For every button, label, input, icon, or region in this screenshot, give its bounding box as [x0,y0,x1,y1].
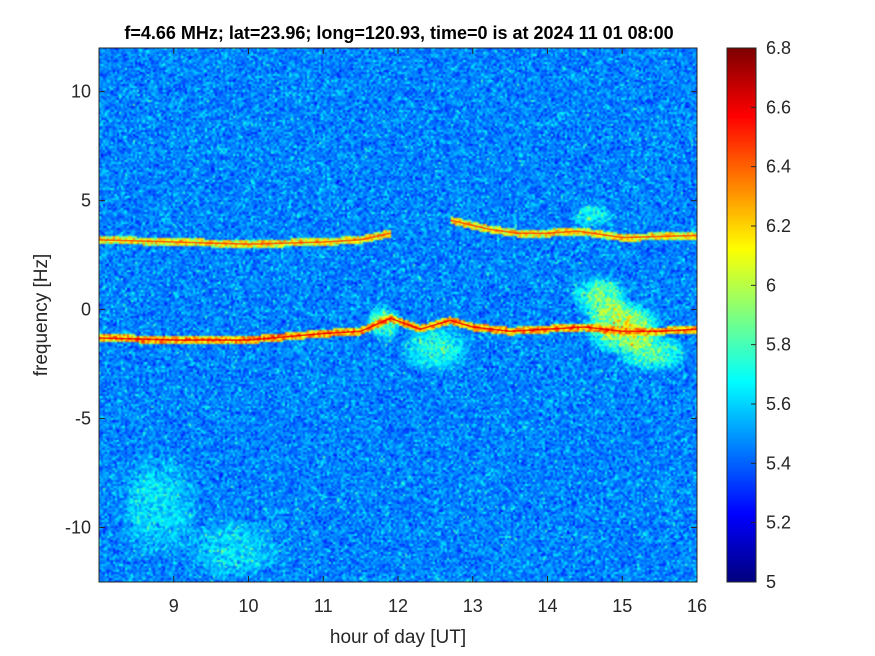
colorbar-tick-label: 6.4 [766,157,791,177]
colorbar: 5 5.2 5.4 5.6 5.8 6 6.2 6.4 6.6 6.8 [726,38,791,592]
colorbar-tick-label: 5.2 [766,513,791,533]
trace-line-2 [99,232,391,246]
x-tick-label: 13 [463,596,483,616]
colorbar-tick-label: 5.6 [766,394,791,414]
x-axis: 9 10 11 12 13 14 15 16 [169,48,707,616]
x-tick-label: 11 [314,596,333,616]
y-axis: -10 -5 0 5 10 [65,82,697,538]
colorbar-tick-label: 6.2 [766,216,791,236]
x-tick-label: 15 [612,596,632,616]
x-tick-label: 12 [388,596,408,616]
colorbar-tick-label: 5 [766,572,776,592]
colorbar-tick-label: 6.6 [766,97,791,117]
y-tick-label: 0 [81,300,91,320]
y-tick-label: -5 [75,409,91,429]
trace-line-1 [99,317,697,341]
x-tick-label: 14 [537,596,557,616]
y-tick-label: 10 [71,82,91,102]
chart-title: f=4.66 MHz; lat=23.96; long=120.93, time… [124,23,673,43]
x-tick-label: 16 [687,596,707,616]
y-tick-label: 5 [81,191,91,211]
colorbar-frame [726,47,757,583]
colorbar-tick-label: 5.8 [766,335,791,355]
colorbar-gradient [727,48,756,582]
plot-area [98,47,698,583]
colorbar-tick-label: 6.8 [766,38,791,58]
colorbar-tick-label: 6 [766,275,776,295]
y-axis-label: frequency [Hz] [31,254,52,377]
x-tick-label: 10 [238,596,258,616]
spectrogram-heatmap [99,48,697,582]
trace-line-3 [450,219,697,239]
y-tick-label: -10 [65,518,91,538]
colorbar-ticks: 5 5.2 5.4 5.6 5.8 6 6.2 6.4 6.6 6.8 [751,38,791,592]
colorbar-tick-label: 5.4 [766,453,791,473]
x-axis-label: hour of day [UT] [330,627,466,648]
x-tick-label: 9 [169,596,179,616]
trace-layer [99,219,697,341]
